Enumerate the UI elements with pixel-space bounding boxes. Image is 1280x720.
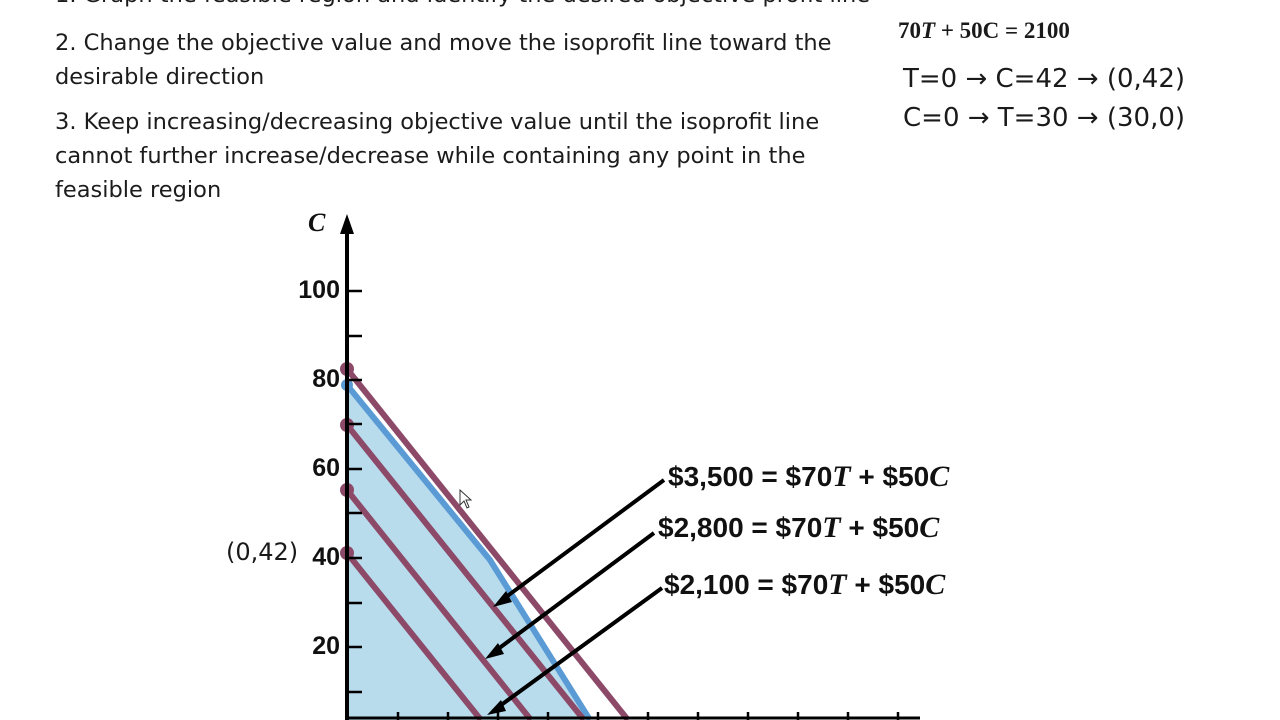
y-tick-label-60: 60 (312, 454, 340, 482)
intercept-calc-t: C=0 → T=30 → (30,0) (903, 103, 1186, 133)
equation-coef: 70 (898, 18, 921, 43)
equation-var-t: T (921, 18, 936, 43)
isoprofit-line-mid (344, 488, 534, 720)
intercept-calc-c: T=0 → C=42 → (0,42) (903, 64, 1186, 94)
y-tick-label-40: 40 (312, 543, 340, 571)
objective-label-2100: $2,100 = $70T + $50C (664, 568, 946, 601)
y-tick-label-100: 100 (298, 276, 340, 304)
step-1-text: 1. Graph the feasible region and identif… (55, 0, 955, 12)
objective-label-2800: $2,800 = $70T + $50C (658, 511, 940, 544)
y-tick-label-80: 80 (312, 365, 340, 393)
arrowhead-2100 (487, 700, 506, 715)
y-axis-arrowhead (340, 214, 354, 234)
label-arrows (492, 478, 666, 710)
step-3-text: 3. Keep increasing/decreasing objective … (55, 109, 820, 203)
point-label-0-42: (0,42) (226, 538, 299, 566)
step-2-text: 2. Change the objective value and move t… (55, 30, 832, 90)
isoprofit-line-3500 (344, 367, 631, 720)
feasible-region (347, 385, 590, 720)
y-axis-label: C (308, 208, 326, 237)
side-equation: 70T + 50C = 2100 (898, 18, 1070, 44)
arrowhead-2800 (485, 643, 504, 659)
mouse-cursor-icon (459, 488, 473, 509)
equation-mid: + 50 (935, 18, 983, 43)
isoprofit-line-2100 (344, 551, 484, 720)
arrowhead-3500 (493, 591, 512, 607)
equation-var-c: C (982, 18, 1000, 43)
objective-label-3500: $3,500 = $70T + $50C (668, 460, 950, 493)
y-tick-label-20: 20 (312, 632, 340, 660)
equation-rhs: = 2100 (999, 18, 1070, 43)
isoprofit-line-2800 (344, 423, 587, 720)
y-ticks (347, 289, 362, 694)
